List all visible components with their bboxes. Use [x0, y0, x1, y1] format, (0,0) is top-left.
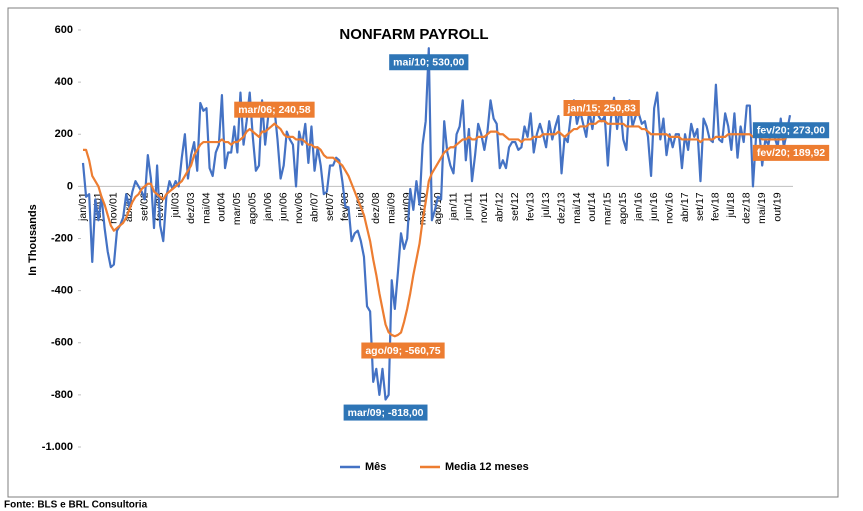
x-tick-label: fev/13: [524, 192, 536, 221]
data-label-text: mar/09; -818,00: [348, 407, 424, 419]
data-label-box: [343, 404, 428, 421]
x-tick-label: dez/08: [370, 192, 382, 224]
legend-label: Mês: [365, 461, 386, 473]
source-note: Fonte: BLS e BRL Consultoria: [4, 500, 148, 511]
chart-title: NONFARM PAYROLL: [339, 26, 488, 43]
x-tick-label: jan/01: [77, 192, 89, 222]
x-tick-label: dez/18: [741, 192, 753, 224]
data-label: mar/06; 240,58: [234, 101, 315, 118]
x-tick-label: jan/11: [447, 192, 459, 221]
y-axis-label: In Thousands: [27, 204, 39, 276]
y-tick-label: -800: [51, 389, 73, 401]
x-tick-label: set/02: [139, 192, 151, 221]
data-label: ago/09; -560,75: [361, 342, 445, 359]
x-tick-label: abr/07: [308, 192, 320, 222]
y-tick-label: -400: [51, 285, 73, 297]
data-label-box: [234, 101, 315, 118]
x-tick-label: out/19: [771, 192, 783, 221]
x-tick-label: nov/06: [293, 192, 305, 224]
y-tick-label: 400: [55, 76, 73, 88]
data-label-text: fev/20; 189,92: [757, 147, 825, 159]
x-tick-label: mar/05: [231, 192, 243, 225]
x-tick-label: nov/01: [108, 192, 120, 224]
data-label-box: [752, 144, 830, 161]
x-tick-label: jun/11: [463, 192, 475, 221]
x-tick-label: abr/12: [494, 192, 506, 222]
x-tick-label: jul/03: [169, 192, 181, 218]
data-label: mar/09; -818,00: [343, 404, 428, 421]
x-tick-label: ago/05: [247, 192, 259, 224]
data-label-box: [752, 122, 830, 139]
x-tick-label: nov/16: [663, 192, 675, 224]
data-label-text: fev/20; 273,00: [757, 125, 825, 137]
series-line: [83, 119, 791, 338]
y-tick-label: 600: [55, 24, 73, 36]
x-tick-label: out/14: [586, 192, 598, 221]
x-tick-label: set/17: [694, 192, 706, 221]
data-label-text: mar/06; 240,58: [238, 104, 311, 116]
x-tick-label: jan/06: [262, 192, 274, 222]
data-label: fev/20; 189,92: [752, 144, 830, 161]
x-tick-label: mar/15: [602, 192, 614, 225]
legend-label: Media 12 meses: [445, 461, 529, 473]
y-tick-label: -1.000: [42, 441, 73, 453]
chart-frame: [7, 7, 839, 498]
x-tick-label: out/04: [216, 192, 228, 221]
x-tick-label: jan/16: [633, 192, 645, 222]
x-tick-label: set/07: [324, 192, 336, 221]
x-tick-label: mai/14: [571, 192, 583, 224]
x-tick-label: set/12: [509, 192, 521, 221]
y-tick-label: 0: [67, 180, 73, 192]
x-tick-label: mai/19: [756, 192, 768, 224]
data-label: fev/20; 273,00: [752, 122, 830, 139]
x-tick-label: dez/13: [555, 192, 567, 224]
data-label: mai/10; 530,00: [389, 54, 469, 71]
x-tick-label: fev/18: [710, 192, 722, 221]
data-label-text: jan/15; 250,83: [567, 102, 636, 114]
data-label-box: [563, 100, 640, 117]
y-tick-label: 200: [55, 128, 73, 140]
x-tick-label: nov/11: [478, 192, 490, 223]
y-tick-label: -600: [51, 337, 73, 349]
y-tick-label: -200: [51, 232, 73, 244]
x-tick-label: abr/17: [679, 192, 691, 222]
data-label-box: [361, 342, 445, 359]
x-tick-label: ago/15: [617, 192, 629, 224]
data-label: jan/15; 250,83: [563, 100, 640, 117]
x-tick-label: jul/18: [725, 192, 737, 218]
data-label-box: [389, 54, 469, 71]
data-label-text: ago/09; -560,75: [365, 345, 440, 357]
x-tick-label: jul/13: [540, 192, 552, 218]
x-tick-label: jun/16: [648, 192, 660, 222]
x-tick-label: mai/09: [386, 192, 398, 224]
x-tick-label: mai/04: [200, 192, 212, 224]
series-line: [81, 47, 792, 401]
x-tick-label: jun/06: [277, 192, 289, 222]
x-tick-label: dez/03: [185, 192, 197, 224]
data-label-text: mai/10; 530,00: [393, 57, 464, 69]
